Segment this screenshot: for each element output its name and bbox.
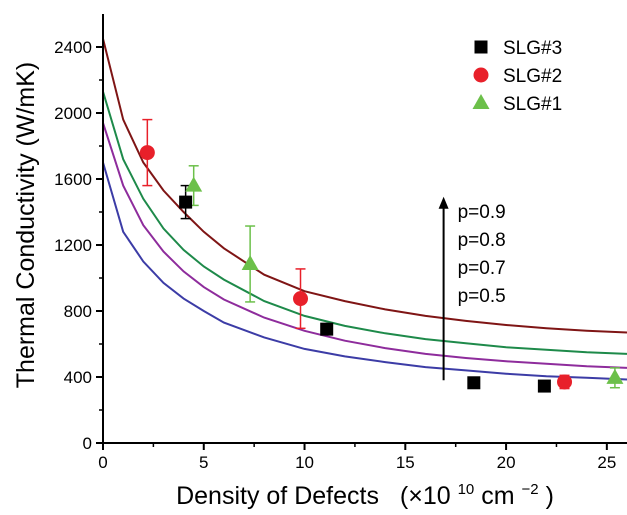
ticks: 0 400 800 1200 1600 2000 2400 0 5 10 15 20 25 [54,38,616,472]
x-tick-label: 20 [497,453,516,472]
x-axis-unit-suffix: ) [546,482,554,510]
point-SLG2 [557,374,573,390]
annotation-label: p=0.5 [458,286,506,307]
legend: SLG#3 SLG#2 SLG#1 [472,38,562,115]
annotation-label: p=0.9 [458,202,506,223]
point-SLG1 [185,176,203,192]
y-axis-title: Thermal Conductivity (W/mK) [12,62,40,388]
x-axis-unit-mid: cm [481,482,514,510]
legend-marker-SLG3 [474,40,488,54]
curve-p-0-9 [102,38,627,334]
arrow-head [438,196,449,209]
y-tick-label: 0 [83,434,92,453]
point-SLG3 [467,376,481,390]
legend-marker-SLG2 [473,67,489,83]
point-SLG3 [320,322,334,336]
x-axis-unit-exp: 10 [458,481,475,498]
y-tick-label: 400 [64,368,92,387]
x-tick-label: 15 [396,453,415,472]
y-tick-label: 1600 [54,170,92,189]
point-SLG3 [537,379,551,393]
axes [102,14,627,444]
x-axis-unit-prefix: (×10 [400,482,451,510]
x-axis-unit-exp2: −2 [522,481,539,498]
y-tick-label: 2000 [54,104,92,123]
point-SLG2 [139,145,155,161]
annotation-label: p=0.7 [458,258,506,279]
x-tick-label: 5 [199,453,208,472]
x-tick-label: 10 [295,453,314,472]
x-tick-label: 25 [597,453,616,472]
point-SLG1 [241,254,259,270]
annotation-label: p=0.8 [458,230,506,251]
point-SLG3 [179,195,193,209]
x-tick-label: 0 [98,453,107,472]
x-axis-title: Density of Defects (×10 10 cm −2 ) [176,472,554,510]
y-tick-label: 800 [64,302,92,321]
curve-p-0-7 [102,122,627,369]
point-SLG1 [606,368,624,384]
y-tick-label: 2400 [54,38,92,57]
x-axis-title-main: Density of Defects [176,482,379,510]
annotation: p=0.9 p=0.8 p=0.7 p=0.5 [438,196,506,381]
curve-p-0-8 [102,91,627,355]
legend-marker-SLG1 [472,94,490,109]
point-SLG2 [293,291,309,307]
legend-label: SLG#1 [503,94,562,115]
legend-label: SLG#2 [503,66,562,87]
model-curves [102,38,627,381]
legend-label: SLG#3 [503,38,562,59]
data-markers [139,145,624,393]
curve-p-0-5 [102,162,627,381]
y-tick-label: 1200 [54,236,92,255]
